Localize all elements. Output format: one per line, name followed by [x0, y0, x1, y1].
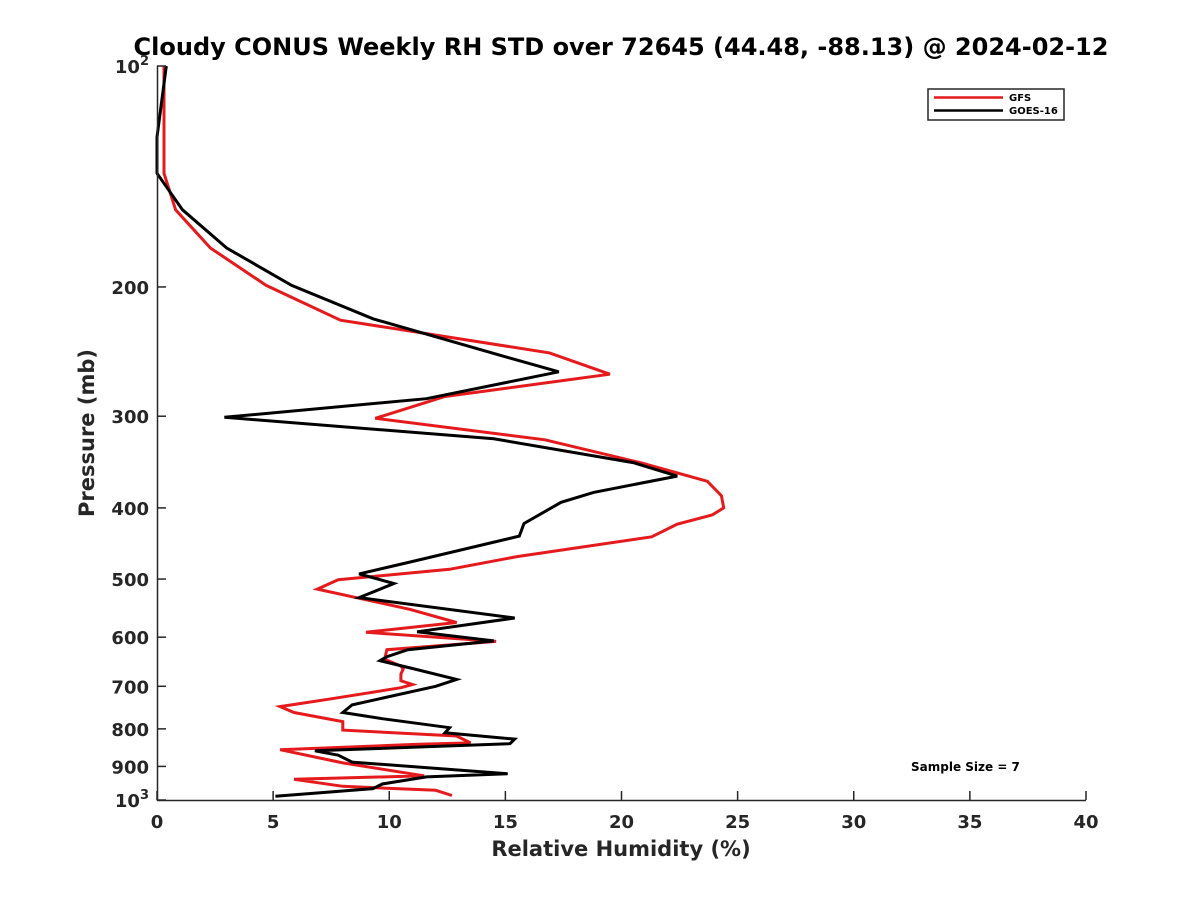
y-tick-label: 800	[111, 720, 149, 741]
legend: GFS GOES-16	[927, 88, 1065, 121]
y-tick-group: 102 200 300 400 500 600 700 800 900 103	[111, 54, 166, 812]
y-axis-label: Pressure (mb)	[75, 349, 99, 517]
y-tick-label: 500	[111, 570, 149, 591]
legend-label-goes-16: GOES-16	[1009, 106, 1058, 117]
x-axis-label: Relative Humidity (%)	[491, 837, 750, 861]
x-tick-label: 0	[151, 812, 164, 833]
y-tick-label: 200	[111, 278, 149, 299]
y-tick-label: 700	[111, 677, 149, 698]
x-tick-label: 20	[609, 812, 634, 833]
chart-title: Cloudy CONUS Weekly RH STD over 72645 (4…	[134, 33, 1109, 61]
legend-label-gfs: GFS	[1009, 93, 1031, 104]
y-tick-label: 900	[111, 757, 149, 778]
x-tick-label: 30	[841, 812, 866, 833]
y-tick-label: 103	[115, 788, 149, 812]
x-tick-label: 10	[377, 812, 402, 833]
series-layer	[155, 65, 726, 798]
x-tick-label: 15	[493, 812, 518, 833]
sample-size-annotation: Sample Size = 7	[911, 760, 1020, 774]
y-tick-label: 300	[111, 407, 149, 428]
y-tick-label: 400	[111, 499, 149, 520]
x-tick-label: 35	[957, 812, 982, 833]
legend-box	[927, 88, 1065, 121]
x-tick-label: 40	[1073, 812, 1098, 833]
x-tick-group: 0 5 10 15 20 25 30 35 40	[151, 791, 1099, 833]
series-line-gfs	[162, 66, 726, 797]
y-tick-label: 600	[111, 628, 149, 649]
series-line-goes-16	[155, 65, 678, 798]
y-tick-label: 102	[115, 54, 149, 78]
x-tick-label: 25	[725, 812, 750, 833]
x-tick-label: 5	[267, 812, 280, 833]
